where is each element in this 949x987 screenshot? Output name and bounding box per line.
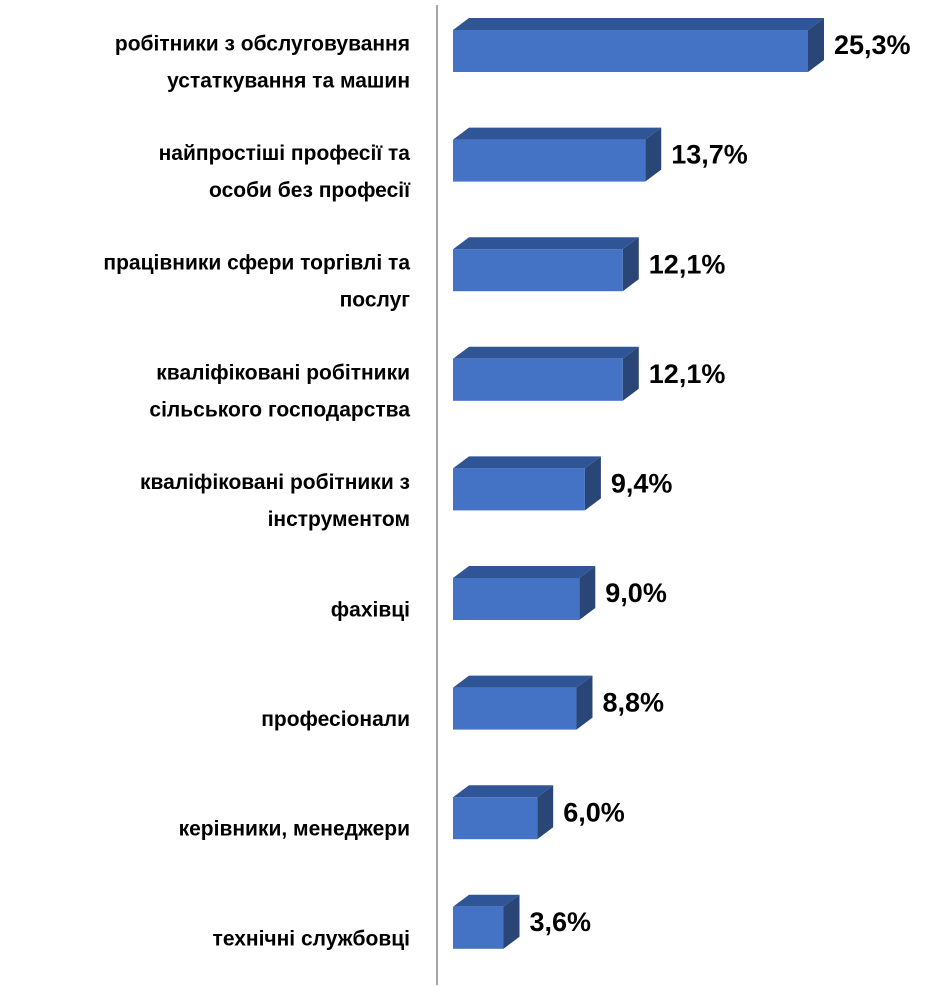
data-label: 3,6% [530, 907, 592, 937]
bar-side [537, 785, 554, 840]
bar-top [453, 346, 639, 359]
bar-top [453, 785, 554, 798]
bar-side [622, 346, 639, 401]
y-tick-label: послуг [340, 289, 411, 312]
bar-top [453, 566, 596, 578]
bar-side [584, 456, 601, 511]
y-tick-label: кваліфіковані робітники [156, 361, 410, 384]
bar-top [453, 237, 639, 250]
bar-side [622, 237, 639, 292]
bar-top [453, 456, 601, 469]
y-tick-label: устаткування та машин [167, 70, 410, 93]
y-tick-label: працівники сфери торгівлі та [103, 252, 410, 275]
y-tick-label: найпростіші професії та [159, 142, 411, 165]
data-label: 12,1% [649, 249, 726, 279]
bar [453, 906, 504, 949]
bar [453, 358, 623, 401]
y-tick-label: робітники з обслуговування [115, 33, 410, 56]
data-label: 13,7% [671, 140, 748, 170]
bar-side [579, 566, 596, 620]
y-tick-label: особи без професії [209, 179, 411, 202]
y-tick-label: професіонали [261, 708, 410, 731]
data-label: 9,4% [611, 469, 673, 499]
y-tick-label: сільського господарства [149, 398, 410, 421]
bar [453, 249, 623, 292]
y-tick-label: технічні службовці [213, 927, 410, 950]
y-tick-label: інструментом [268, 508, 410, 531]
y-tick-label: фахівці [331, 599, 410, 622]
bar [453, 687, 577, 730]
bar-side [503, 894, 520, 949]
data-label: 12,1% [649, 359, 726, 389]
bar [453, 797, 538, 840]
bar [453, 468, 585, 511]
bar-top [453, 127, 662, 140]
bar-top [453, 894, 520, 907]
bar-side [808, 18, 824, 72]
bar [453, 578, 580, 620]
data-label: 25,3% [834, 30, 911, 60]
bar-top [453, 18, 824, 30]
bar-side [576, 675, 593, 730]
y-tick-label: керівники, менеджери [179, 818, 410, 841]
data-label: 9,0% [605, 578, 667, 608]
bar-side [645, 127, 662, 182]
bar-top [453, 675, 593, 688]
bar [453, 139, 646, 182]
bar [453, 30, 808, 72]
data-label: 8,8% [602, 688, 664, 718]
y-tick-label: кваліфіковані робітники з [140, 471, 410, 494]
data-label: 6,0% [563, 797, 625, 827]
